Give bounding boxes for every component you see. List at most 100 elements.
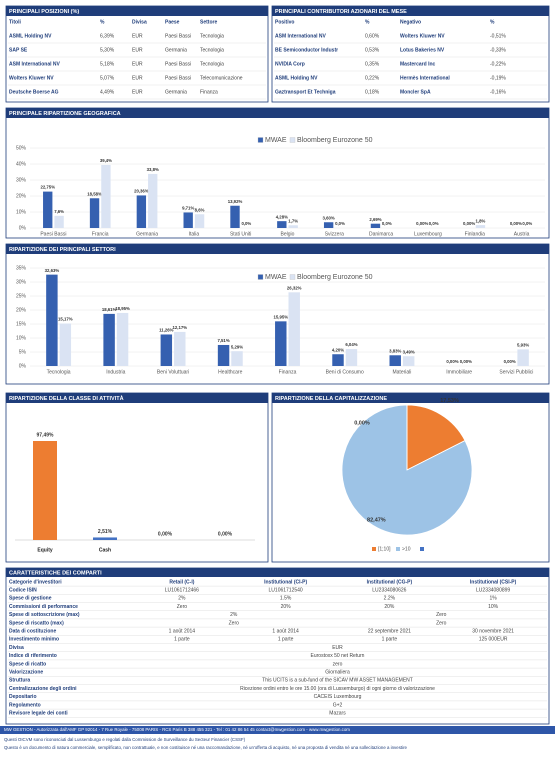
section-title: CARATTERISTICHE DEI COMPARTI	[9, 570, 102, 576]
column-header: %	[365, 19, 370, 25]
x-tick-label: Italia	[189, 231, 200, 237]
section-title: PRINCIPALI POSIZIONI (%)	[9, 9, 79, 15]
table-cell: ASM International NV	[275, 33, 327, 39]
value-label: 18,95%	[115, 306, 130, 311]
table-cell: 5,07%	[100, 75, 115, 81]
table-cell: 1 parte	[174, 637, 190, 643]
table-cell: 0,53%	[365, 47, 380, 53]
y-tick-label: 10%	[16, 209, 27, 215]
section-title: PRINCIPALE RIPARTIZIONE GEOGRAFICA	[9, 111, 121, 117]
table-cell: 4,49%	[100, 89, 115, 95]
x-tick-label: Finanza	[279, 369, 297, 375]
x-tick-label: Austria	[514, 231, 530, 237]
bar	[174, 331, 186, 366]
bar	[93, 537, 117, 540]
footer-band	[0, 726, 555, 734]
footer-note: Questo è un documento di natura commerci…	[4, 745, 408, 750]
y-tick-label: 5%	[19, 349, 27, 355]
row-label: Indice di riferimento	[9, 653, 57, 659]
value-label: 0,0%	[241, 221, 251, 226]
table-cell: Mastercard Inc	[400, 61, 436, 67]
row-label: Codice ISIN	[9, 588, 37, 594]
bar	[217, 344, 230, 366]
section-title: PRINCIPALI CONTRIBUTORI AZIONARI DEL MES…	[275, 9, 407, 15]
x-tick-label: Francia	[92, 231, 109, 237]
table-cell: Telecomunicazione	[200, 75, 243, 81]
value-label: 0,00%	[416, 221, 428, 226]
bar	[389, 355, 401, 366]
table-cell: 5,30%	[100, 47, 115, 53]
table-cell: 1%	[490, 596, 498, 602]
table-cell: Zero	[436, 612, 447, 618]
legend-swatch	[372, 547, 376, 551]
bar	[345, 349, 358, 366]
table-cell: Moncler SpA	[400, 89, 431, 95]
x-tick-label: Belgio	[281, 231, 295, 237]
legend-swatch	[289, 137, 296, 143]
bar	[148, 173, 158, 228]
section-header	[272, 393, 549, 403]
table-cell: G+2	[333, 702, 343, 708]
x-tick-label: Cash	[99, 547, 111, 553]
y-tick-label: 35%	[16, 265, 27, 271]
value-label: 13,92%	[228, 199, 243, 204]
table-cell: LU1061712466	[165, 588, 199, 594]
table-cell: 0,22%	[365, 75, 380, 81]
value-label: 26,32%	[287, 285, 302, 290]
x-tick-label: Materiali	[392, 369, 411, 375]
table-cell: 6,39%	[100, 33, 115, 39]
table-cell: Lotus Bakeries NV	[400, 47, 445, 53]
table-cell: Giornaliera	[325, 670, 350, 676]
value-label: 15,17%	[58, 317, 73, 322]
value-label: 17,53%	[440, 398, 459, 404]
table-cell: LU2334080626	[372, 588, 406, 594]
bar	[370, 223, 381, 228]
y-tick-label: 40%	[16, 161, 27, 167]
value-label: 11,26%	[159, 328, 174, 333]
bar	[288, 292, 300, 366]
value-label: 0,0%	[382, 221, 392, 226]
bar	[89, 198, 100, 228]
value-label: 0,0%	[522, 221, 532, 226]
table-cell: 125 000EUR	[479, 637, 508, 643]
bar	[183, 212, 193, 228]
table-cell: 5,18%	[100, 61, 115, 67]
y-tick-label: 0%	[19, 363, 27, 369]
row-label: Spese di riscatto (max)	[9, 620, 64, 626]
column-header: Institutional (CG-P)	[367, 579, 413, 585]
bar	[288, 225, 298, 228]
legend-swatch	[257, 274, 264, 280]
value-label: 0,00%	[510, 221, 522, 226]
value-label: 1,8%	[476, 218, 486, 223]
table-cell: CACEIS Luxembourg	[314, 694, 362, 700]
value-label: 8,6%	[195, 207, 205, 212]
column-header: Positivo	[275, 19, 294, 25]
value-label: 0,00%	[504, 359, 516, 364]
pie-slice	[406, 404, 466, 471]
value-label: 3,49%	[403, 349, 415, 354]
bar	[231, 351, 243, 366]
value-label: 0,0%	[335, 221, 345, 226]
table-cell: 0,35%	[365, 61, 380, 67]
table-cell: -0,19%	[490, 75, 506, 81]
table-cell: NVIDIA Corp	[275, 61, 305, 67]
legend-label: [1;10]	[378, 546, 391, 552]
x-tick-label: Finlandia	[465, 231, 486, 237]
value-label: 7,6%	[54, 209, 64, 214]
row-label: Spese di ricatto	[9, 661, 46, 667]
y-tick-label: 30%	[16, 177, 27, 183]
value-label: 6,04%	[345, 342, 357, 347]
column-header: Paese	[165, 19, 180, 25]
value-label: 12,17%	[172, 325, 187, 330]
value-label: 22,75%	[40, 185, 55, 190]
table-cell: Zero	[229, 620, 240, 626]
value-label: 32,63%	[45, 268, 60, 273]
value-label: 0,0%	[429, 221, 439, 226]
row-label: Spese di sottoscrizione (max)	[9, 612, 80, 618]
value-label: 1,7%	[288, 218, 298, 223]
legend-swatch	[420, 547, 424, 551]
table-cell: Paesi Bassi	[165, 61, 191, 67]
table-cell: ASML Holding NV	[275, 75, 318, 81]
row-label: Centralizzazione degli ordini	[9, 686, 77, 692]
